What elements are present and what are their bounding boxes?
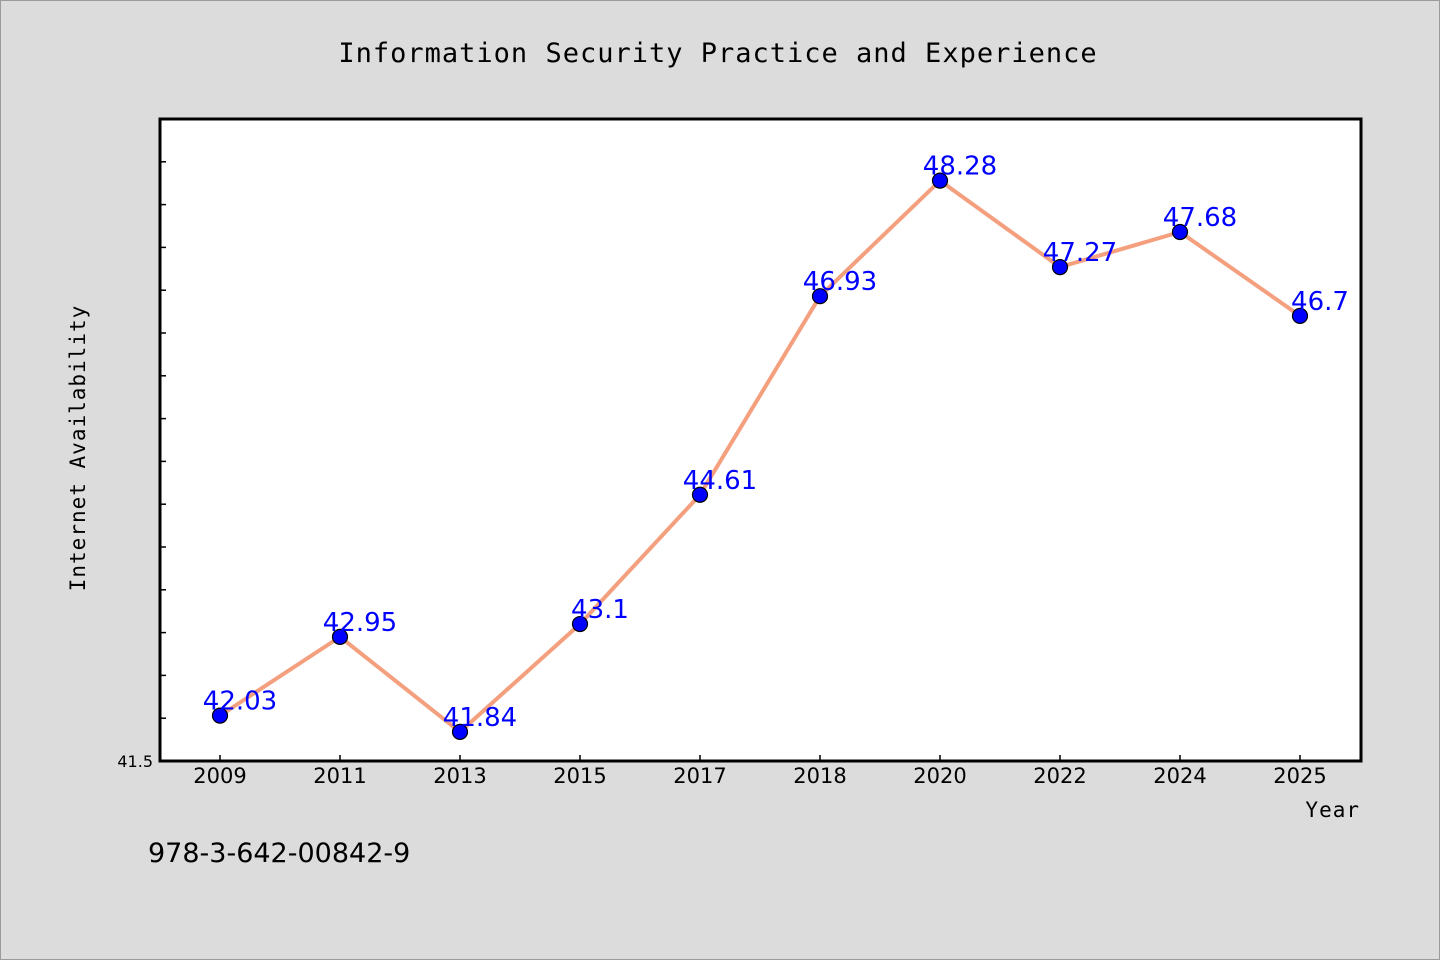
data-label: 44.61 [683,466,757,496]
data-point [451,723,469,740]
y-tick-label: 41.5 [117,752,153,771]
data-label: 47.27 [1043,238,1117,268]
x-tick-label: 2022 [1033,764,1086,788]
data-label: 42.03 [203,687,277,717]
data-point [571,615,589,633]
data-labels: 42.03 42.95 41.84 43.1 44.61 46.93 48.28 47.27 4… [203,152,1349,733]
footnote-isbn: 978-3-642-00842-9 [148,838,410,869]
x-tick-label: 2024 [1153,764,1206,788]
data-label: 42.95 [323,608,397,638]
series-line [218,178,1302,734]
data-point [811,288,829,305]
data-point [1291,307,1309,324]
y-axis-ticks [160,118,166,762]
data-label: 48.28 [923,152,997,182]
data-point [211,707,229,724]
x-axis-title: Year [1305,798,1360,822]
x-tick-label: 2011 [313,764,366,788]
data-point [931,172,949,189]
data-label: 46.7 [1291,287,1349,317]
x-tick-label: 2018 [793,764,846,788]
x-tick-label: 2013 [433,764,486,788]
x-tick-label: 2015 [553,764,606,788]
x-tick-label: 2020 [913,764,966,788]
x-tick-labels: 2009 2011 2013 2015 2017 2018 2020 2022 2024 2025 [193,764,1326,788]
x-axis-ticks [219,755,1301,761]
x-tick-label: 2009 [193,764,246,788]
data-point [1051,258,1069,276]
data-point [691,486,709,503]
x-tick-label: 2025 [1273,764,1326,788]
data-label: 41.84 [443,703,517,733]
series-markers [211,172,1309,740]
data-label: 46.93 [803,267,877,297]
x-tick-label: 2017 [673,764,726,788]
chart-title: Information Security Practice and Experi… [338,38,1097,69]
data-label: 47.68 [1163,203,1237,233]
data-point [1171,223,1189,241]
data-point [331,628,349,645]
y-axis-title: Internet Availability [66,305,90,592]
data-label: 43.1 [571,595,629,625]
